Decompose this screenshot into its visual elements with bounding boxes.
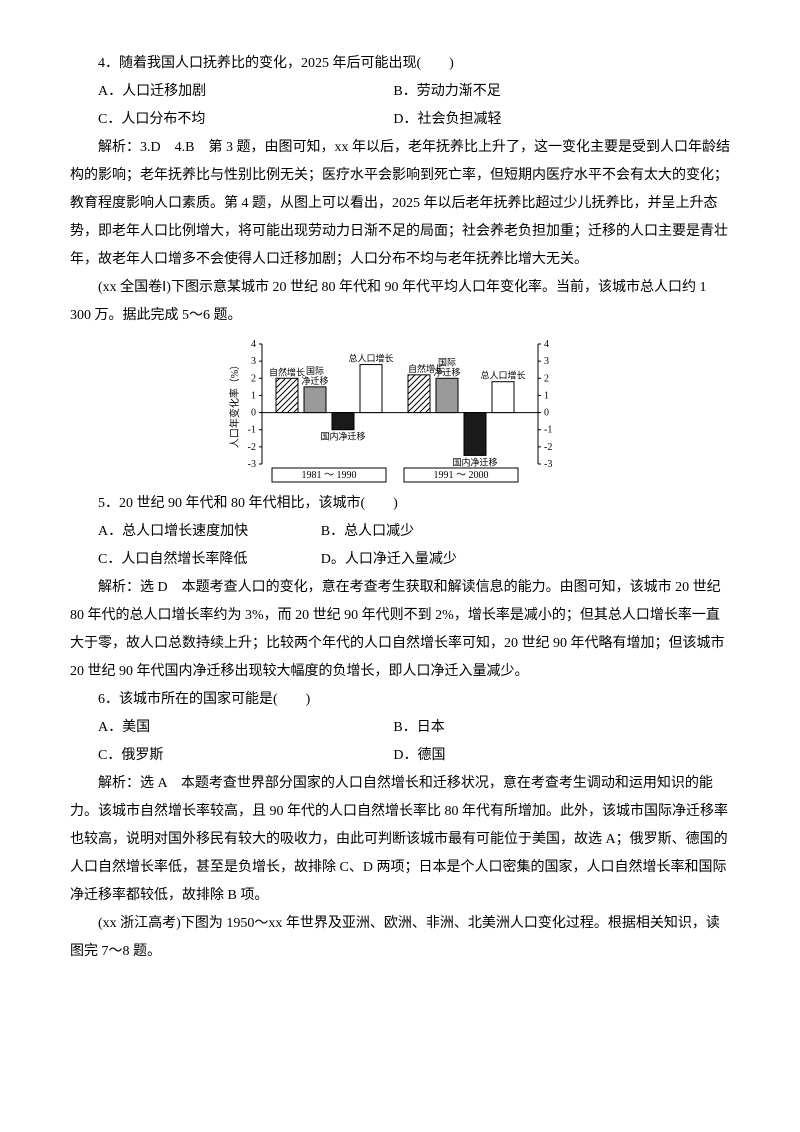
q5-row1: A．总人口增长速度加快 B．总人口减少: [70, 518, 730, 546]
svg-text:-1: -1: [248, 425, 256, 436]
exp-6: 解析：选 A 本题考查世界部分国家的人口自然增长和迁移状况，意在考查考生调动和运…: [70, 770, 730, 910]
q6-opt-d: D．德国: [393, 742, 730, 770]
q5-stem: 5．20 世纪 90 年代和 80 年代相比，该城市( ): [70, 490, 730, 518]
svg-text:净迁移: 净迁移: [433, 366, 460, 377]
q4-opt-d: D．社会负担减轻: [393, 106, 730, 134]
svg-text:国际: 国际: [306, 366, 324, 376]
q5-opt-b: B．总人口减少: [321, 518, 730, 546]
svg-text:1: 1: [544, 390, 549, 401]
q6-opt-a: A．美国: [70, 714, 393, 742]
chart-population: 4 3 2 1 0 -1 -2 -3 4 3 2 1 0 -1 -2 -3 人口年变化率（%） 自然增长国内净迁移…: [70, 336, 730, 486]
q5-row2: C．人口自然增长率降低 D。人口净迁入量减少: [70, 546, 730, 574]
svg-text:0: 0: [544, 408, 549, 419]
svg-text:1981 ～ 1990: 1981 ～ 1990: [302, 470, 357, 481]
intro-7-8: (xx 浙江高考)下图为 1950～xx 年世界及亚洲、欧洲、非洲、北美洲人口变…: [70, 910, 730, 966]
svg-text:-2: -2: [544, 442, 552, 453]
q6-stem: 6．该城市所在的国家可能是( ): [70, 686, 730, 714]
svg-text:自然增长: 自然增长: [269, 366, 305, 377]
q6-row1: A．美国 B．日本: [70, 714, 730, 742]
svg-text:2: 2: [251, 373, 256, 384]
q6-opt-b: B．日本: [393, 714, 730, 742]
svg-text:1: 1: [251, 390, 256, 401]
svg-text:-3: -3: [248, 459, 256, 470]
svg-text:2: 2: [544, 373, 549, 384]
q6-opt-c: C．俄罗斯: [70, 742, 393, 770]
svg-text:4: 4: [544, 339, 549, 350]
q4-stem: 4．随着我国人口抚养比的变化，2025 年后可能出现( ): [70, 50, 730, 78]
exp-5: 解析：选 D 本题考查人口的变化，意在考查考生获取和解读信息的能力。由图可知，该…: [70, 574, 730, 686]
q6-row2: C．俄罗斯 D．德国: [70, 742, 730, 770]
q4-opt-a: A．人口迁移加剧: [70, 78, 393, 106]
svg-text:0: 0: [251, 408, 256, 419]
q5-opt-a: A．总人口增长速度加快: [70, 518, 321, 546]
svg-text:-2: -2: [248, 442, 256, 453]
svg-text:-1: -1: [544, 425, 552, 436]
svg-text:人口年变化率（%）: 人口年变化率（%）: [228, 360, 241, 448]
q4-opt-c: C．人口分布不均: [70, 106, 393, 134]
svg-text:3: 3: [251, 356, 256, 367]
svg-text:总人口增长: 总人口增长: [348, 353, 393, 364]
svg-text:总人口增长: 总人口增长: [480, 370, 525, 381]
exp-3-4: 解析：3.D 4.B 第 3 题，由图可知，xx 年以后，老年抚养比上升了，这一…: [70, 134, 730, 274]
svg-text:国际: 国际: [438, 357, 456, 367]
svg-text:-3: -3: [544, 459, 552, 470]
q5-opt-d: D。人口净迁入量减少: [321, 546, 730, 574]
svg-text:1991 ～ 2000: 1991 ～ 2000: [434, 470, 489, 481]
svg-text:国内净迁移: 国内净迁移: [452, 456, 497, 467]
svg-text:国内净迁移: 国内净迁移: [320, 431, 365, 442]
svg-text:4: 4: [251, 339, 256, 350]
q4-opt-b: B．劳动力渐不足: [393, 78, 730, 106]
svg-text:3: 3: [544, 356, 549, 367]
intro-5-6: (xx 全国卷Ⅰ)下图示意某城市 20 世纪 80 年代和 90 年代平均人口年…: [70, 274, 730, 330]
q4-row1: A．人口迁移加剧 B．劳动力渐不足: [70, 78, 730, 106]
q4-row2: C．人口分布不均 D．社会负担减轻: [70, 106, 730, 134]
svg-text:净迁移: 净迁移: [301, 375, 328, 386]
q5-opt-c: C．人口自然增长率降低: [70, 546, 321, 574]
